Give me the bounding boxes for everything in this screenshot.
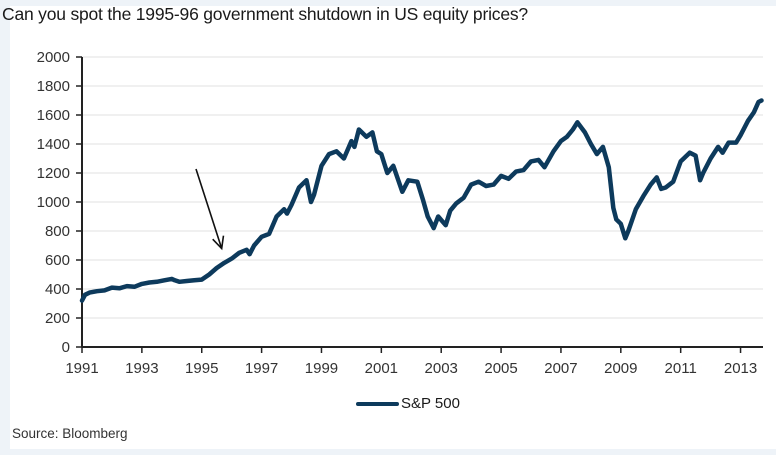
x-tick-label: 2009 (604, 360, 637, 377)
y-tick-label: 600 (45, 252, 70, 269)
x-tick-label: 1991 (65, 360, 98, 377)
legend: S&P 500 (356, 395, 460, 412)
x-tick-label: 1995 (185, 360, 218, 377)
y-tick-label: 200 (45, 310, 70, 327)
y-tick-label: 2000 (37, 49, 70, 66)
arrow-shaft (195, 168, 223, 249)
y-tick-label: 1000 (37, 194, 70, 211)
y-tick-label: 1200 (37, 165, 70, 182)
x-tick-label: 2013 (724, 360, 757, 377)
y-tick-label: 0 (62, 339, 70, 356)
x-tick-labels: 1991 1993 1995 1997 1999 2001 2003 2005 2007 2009… (65, 360, 757, 377)
x-tick-label: 2001 (365, 360, 398, 377)
x-tick-label: 2007 (544, 360, 577, 377)
chart-panel (10, 6, 776, 449)
x-tick-label: 2011 (665, 360, 697, 377)
arrow-head (212, 235, 225, 251)
x-tick-label: 2003 (425, 360, 458, 377)
annotation-arrow (195, 168, 225, 251)
x-tick-label: 1999 (305, 360, 338, 377)
x-tick-label: 1993 (125, 360, 158, 377)
legend-label-sp500: S&P 500 (401, 395, 460, 412)
y-tick-label: 1800 (37, 78, 70, 95)
source-note: Source: Bloomberg (12, 426, 128, 441)
y-tick-label: 1600 (37, 107, 70, 124)
series-line-sp500 (79, 98, 764, 303)
y-tick-label: 800 (45, 223, 70, 240)
y-tick-labels: 0 200 400 600 800 1000 1200 1400 1600 1800 2000 (37, 49, 70, 356)
series-group (79, 98, 764, 303)
axes (76, 56, 763, 353)
legend-swatch-sp500 (356, 401, 399, 406)
y-tick-label: 1400 (37, 136, 70, 153)
chart-title: Can you spot the 1995-96 government shut… (2, 4, 528, 24)
x-tick-label: 2005 (484, 360, 517, 377)
x-tick-label: 1997 (245, 360, 278, 377)
y-tick-label: 400 (45, 281, 70, 298)
grid-lines (82, 56, 763, 319)
